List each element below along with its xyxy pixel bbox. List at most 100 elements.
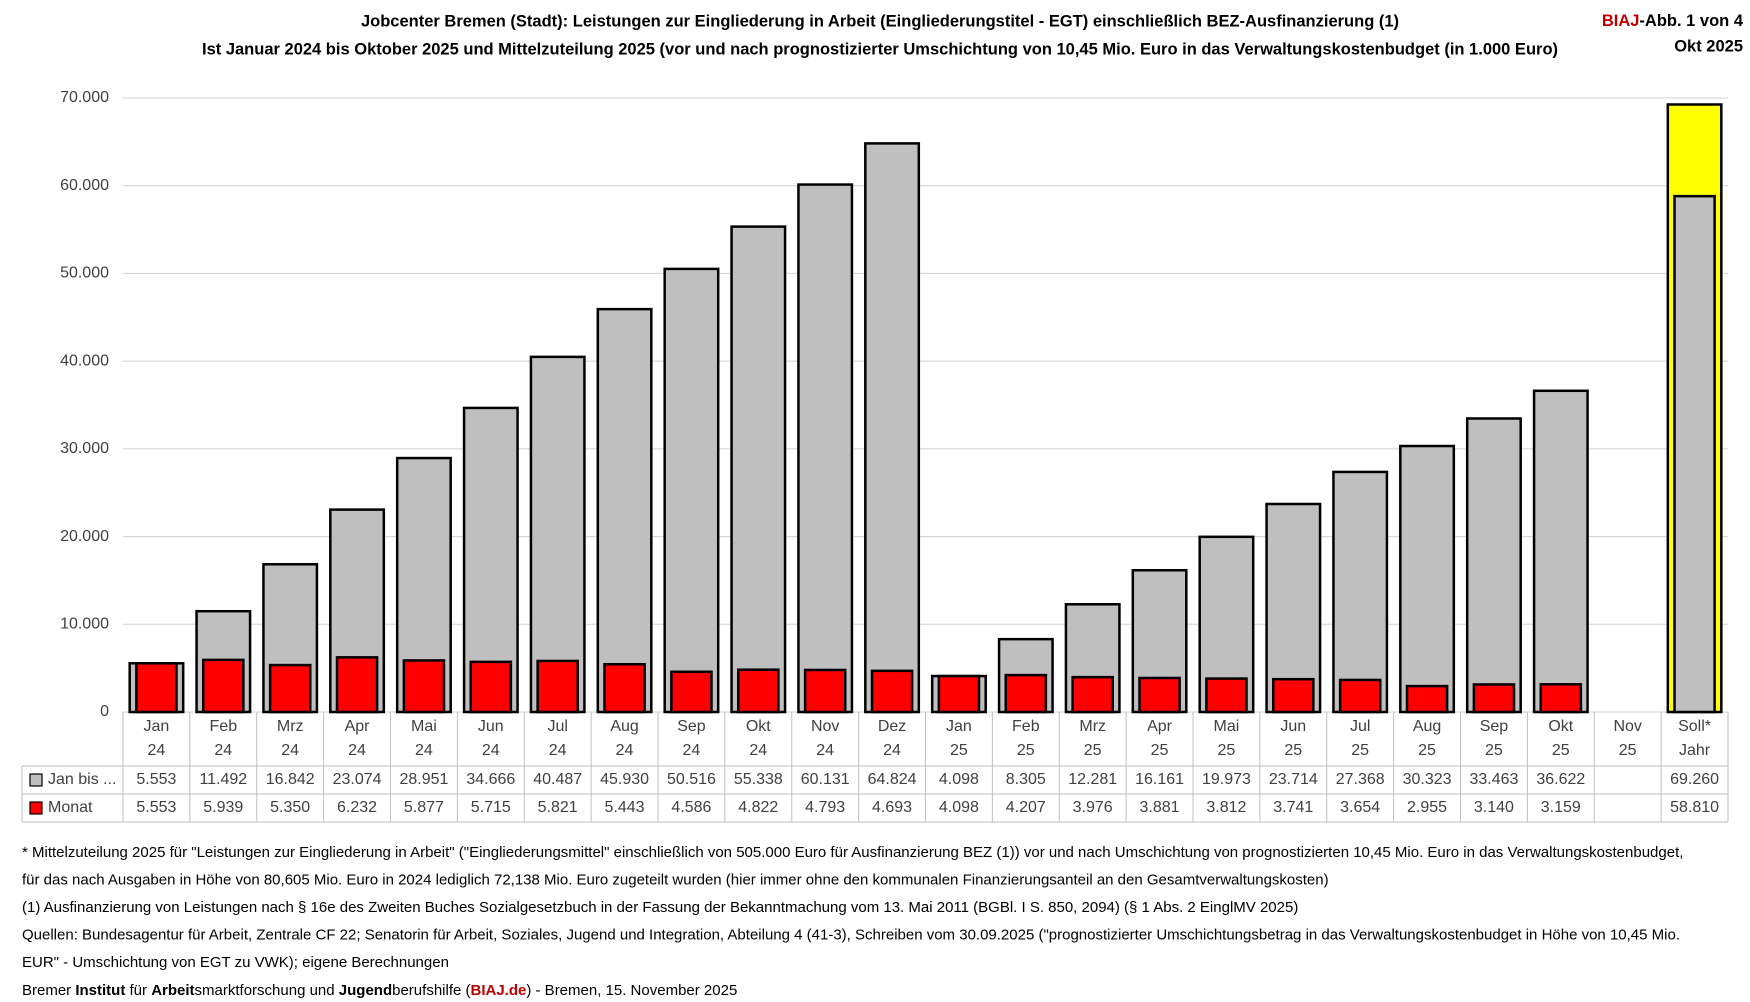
value-label: 12.281 <box>1068 771 1117 788</box>
x-tick-label: Jun <box>1280 718 1306 735</box>
x-tick-label: 24 <box>148 742 166 759</box>
x-tick-label: Nov <box>811 718 839 735</box>
x-tick-label: Jahr <box>1679 742 1711 759</box>
x-tick-label: Mrz <box>1079 718 1106 735</box>
x-tick-label: 25 <box>1151 742 1169 759</box>
x-tick-label: 24 <box>549 742 567 759</box>
bar <box>1338 678 1382 714</box>
bar <box>402 659 446 714</box>
bar <box>1539 683 1583 714</box>
source-brand: BIAJ <box>1602 12 1640 30</box>
value-label: 34.666 <box>466 771 515 788</box>
x-tick-label: Jul <box>1350 718 1370 735</box>
bar <box>335 656 379 714</box>
legend-swatch <box>29 801 43 815</box>
y-tick-label: 30.000 <box>60 440 109 457</box>
x-tick-label: 25 <box>1084 742 1102 759</box>
bar <box>536 659 579 714</box>
source-date: Okt 2025 <box>1674 37 1743 55</box>
x-tick-label: Mai <box>1214 718 1240 735</box>
value-label: 55.338 <box>734 771 783 788</box>
bar <box>1532 389 1589 714</box>
x-tick-label: 24 <box>214 742 232 759</box>
value-label: 4.207 <box>1006 799 1046 816</box>
x-tick-label: Aug <box>610 718 638 735</box>
legend-swatch <box>29 773 43 787</box>
bar <box>1138 676 1181 714</box>
value-label: 64.824 <box>868 771 917 788</box>
x-tick-label: 24 <box>348 742 366 759</box>
value-label: 5.939 <box>203 799 243 816</box>
value-label: 5.443 <box>605 799 645 816</box>
credit: Bremer Institut für Arbeitsmarktforschun… <box>22 982 737 999</box>
value-label: 30.323 <box>1403 771 1452 788</box>
footnote: (1) Ausfinanzierung von Leistungen nach … <box>22 899 1298 916</box>
x-tick-label: 24 <box>616 742 634 759</box>
credit-part: für <box>125 982 151 999</box>
x-tick-label: Jun <box>478 718 504 735</box>
bar <box>730 225 787 714</box>
y-tick-label: 60.000 <box>60 177 109 194</box>
value-label: 45.930 <box>600 771 649 788</box>
x-tick-label: Jul <box>547 718 567 735</box>
bar <box>737 668 780 714</box>
x-tick-label: 25 <box>1218 742 1236 759</box>
y-tick-label: 70.000 <box>60 89 109 106</box>
x-tick-label: 25 <box>1485 742 1503 759</box>
x-tick-label: 25 <box>1619 742 1637 759</box>
x-tick-label: Jan <box>144 718 170 735</box>
x-tick-label: 25 <box>1552 742 1570 759</box>
value-label: 5.350 <box>270 799 310 816</box>
x-tick-label: Jan <box>946 718 972 735</box>
value-label: 3.976 <box>1073 799 1113 816</box>
x-tick-label: 25 <box>1284 742 1302 759</box>
value-label: 5.715 <box>471 799 511 816</box>
credit-part: Bremer <box>22 982 75 999</box>
value-label: 36.622 <box>1536 771 1585 788</box>
value-label: 3.741 <box>1273 799 1313 816</box>
x-tick-label: 24 <box>749 742 767 759</box>
x-tick-label: 24 <box>883 742 901 759</box>
value-label: 8.305 <box>1006 771 1046 788</box>
credit-part: ) - Bremen, 15. November 2025 <box>526 982 737 999</box>
x-tick-label: 24 <box>281 742 299 759</box>
value-label: 4.693 <box>872 799 912 816</box>
value-label: 40.487 <box>533 771 582 788</box>
bar <box>596 307 653 714</box>
value-label: 60.131 <box>801 771 850 788</box>
footnote: * Mittelzuteilung 2025 für "Leistungen z… <box>22 844 1683 861</box>
bar <box>1205 677 1248 714</box>
x-tick-label: Mai <box>411 718 437 735</box>
source-label: BIAJ-Abb. 1 von 4 <box>1602 12 1744 30</box>
value-label: 3.881 <box>1140 799 1180 816</box>
bar <box>670 670 713 714</box>
y-tick-label: 10.000 <box>60 616 109 633</box>
value-label: 16.161 <box>1135 771 1184 788</box>
x-tick-label: 24 <box>816 742 834 759</box>
value-label: 28.951 <box>399 771 448 788</box>
bar <box>1405 684 1449 714</box>
value-label: 3.140 <box>1474 799 1514 816</box>
credit-part: BIAJ.de <box>471 982 527 999</box>
bar <box>135 662 178 714</box>
value-label: 33.463 <box>1469 771 1518 788</box>
x-tick-label: Apr <box>1147 718 1173 735</box>
bar <box>797 183 854 714</box>
source-figure: -Abb. 1 von 4 <box>1639 12 1743 30</box>
bar <box>1399 444 1456 714</box>
bar <box>1465 417 1522 714</box>
x-tick-label: 24 <box>415 742 433 759</box>
credit-part: smarktforschung und <box>195 982 339 999</box>
bar <box>469 660 513 714</box>
y-tick-label: 50.000 <box>60 265 109 282</box>
credit-part: Jugend <box>339 982 392 999</box>
value-label: 69.260 <box>1670 771 1719 788</box>
value-label: 2.955 <box>1407 799 1447 816</box>
value-label: 19.973 <box>1202 771 1251 788</box>
legend-label: Monat <box>48 799 93 816</box>
bar <box>1472 683 1516 714</box>
value-label: 5.877 <box>404 799 444 816</box>
footnote: Quellen: Bundesagentur für Arbeit, Zentr… <box>22 926 1680 943</box>
x-tick-label: Nov <box>1613 718 1641 735</box>
